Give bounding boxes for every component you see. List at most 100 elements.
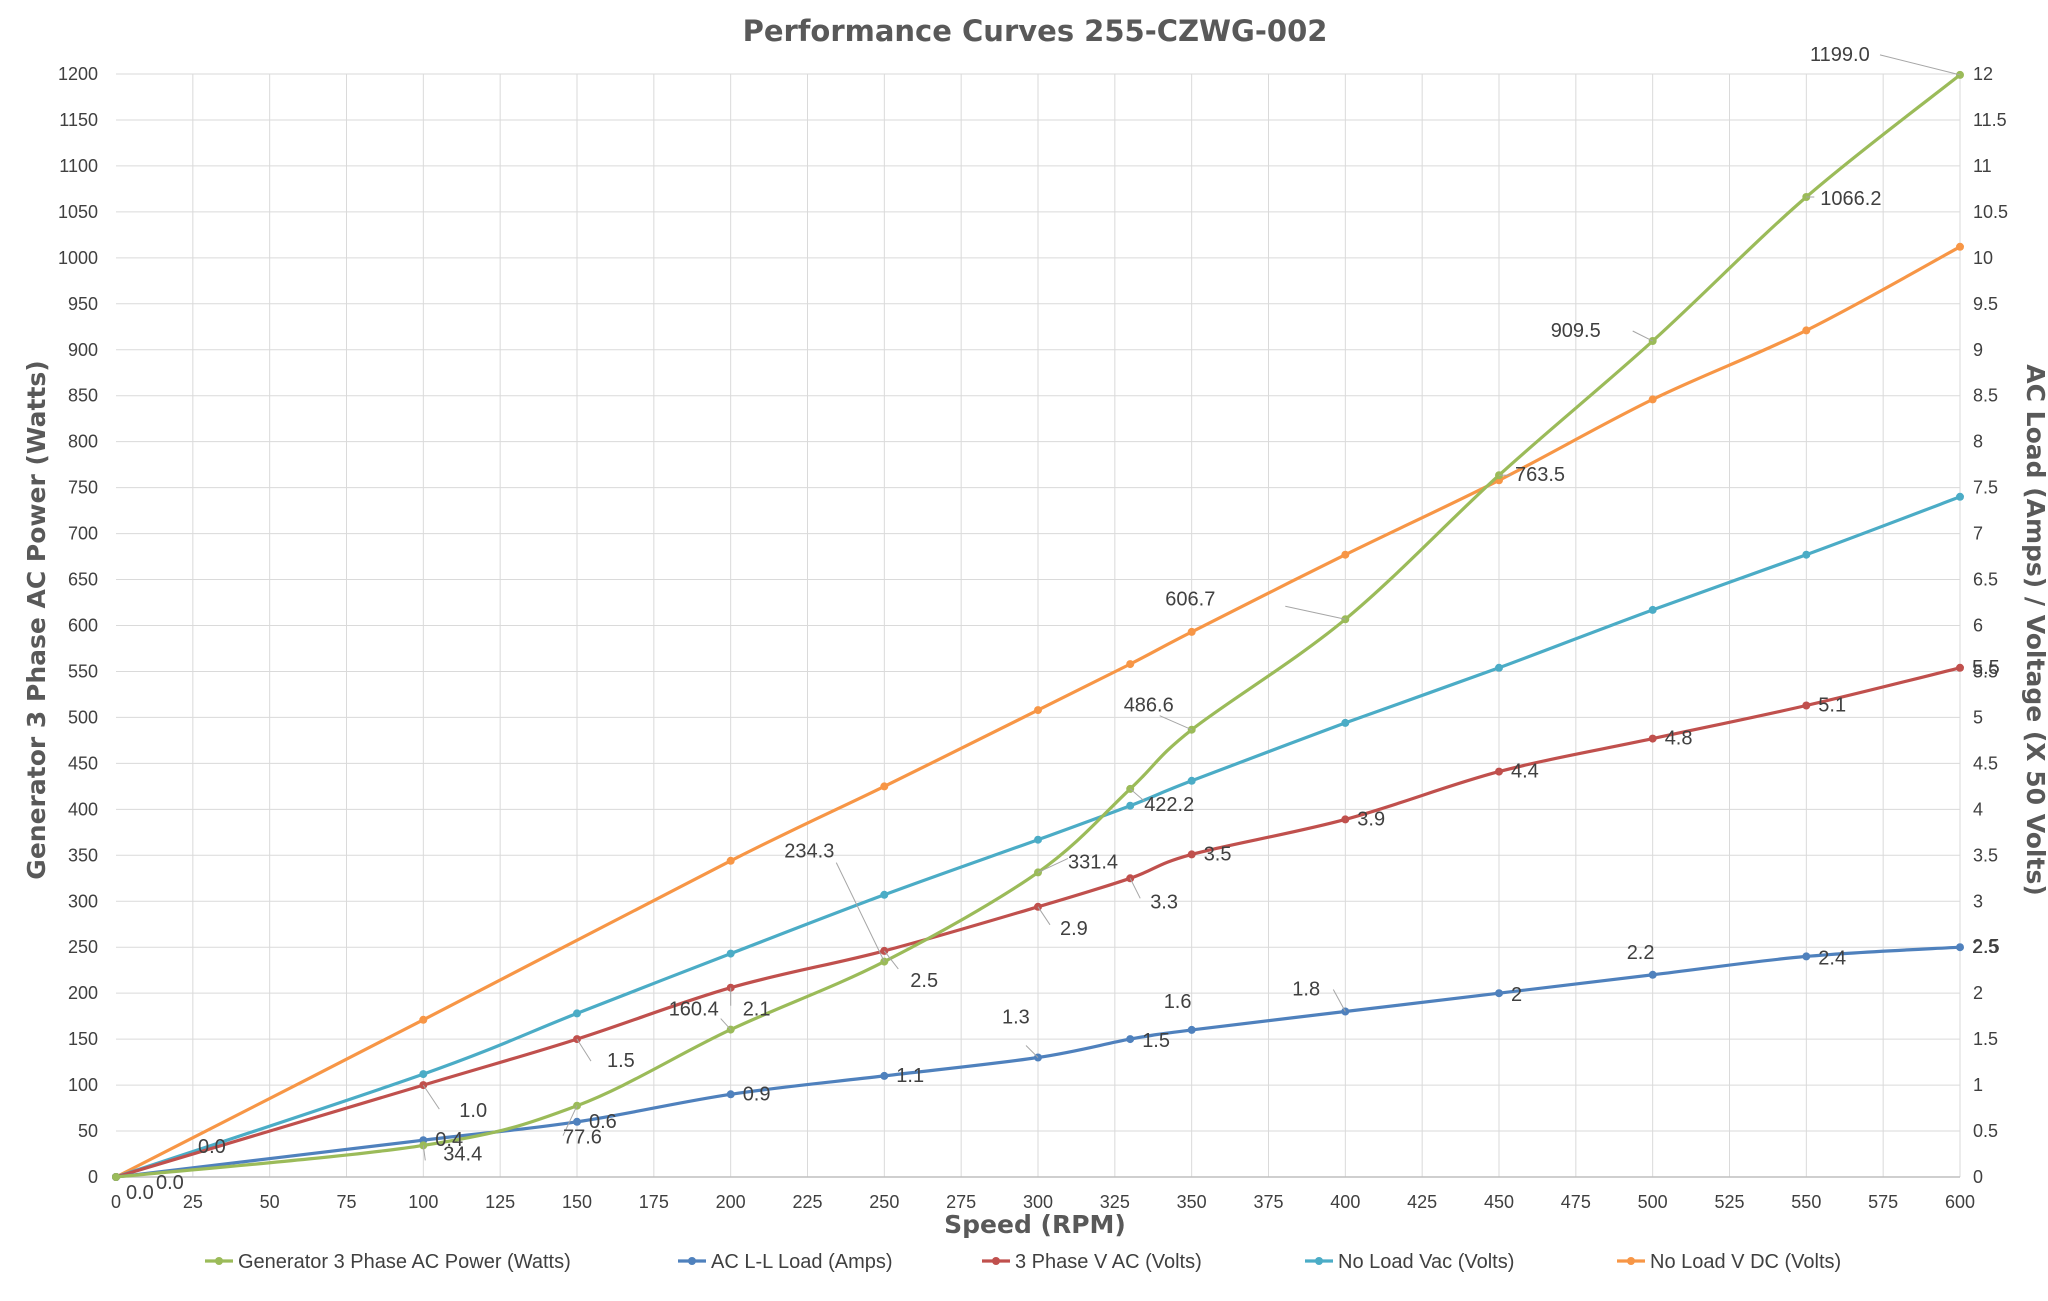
data-point xyxy=(1341,815,1350,824)
y-tick-label: 150 xyxy=(68,1029,98,1049)
y2-axis-title: AC Load (Amps) / Voltage (X 50 Volts) xyxy=(2021,364,2048,896)
y2-tick-label: 1 xyxy=(1973,1075,1983,1095)
y2-tick-label: 2.5 xyxy=(1973,937,1998,957)
y2-tick-label: 4.5 xyxy=(1973,753,1998,773)
data-point xyxy=(1648,605,1657,614)
x-tick-label: 250 xyxy=(869,1192,899,1212)
y2-tick-label: 10.5 xyxy=(1973,202,2008,222)
y2-tick-label: 5.5 xyxy=(1973,661,1998,681)
x-tick-label: 275 xyxy=(946,1192,976,1212)
label-leader-line xyxy=(1332,989,1346,1012)
x-axis-title: Speed (RPM) xyxy=(944,1210,1126,1239)
x-tick-label: 575 xyxy=(1868,1192,1898,1212)
legend-label: Generator 3 Phase AC Power (Watts) xyxy=(238,1251,571,1273)
legend-item: 3 Phase V AC (Volts) xyxy=(982,1251,1202,1273)
x-tick-label: 125 xyxy=(485,1192,515,1212)
data-label: 3.3 xyxy=(1150,891,1178,913)
x-tick-label: 375 xyxy=(1253,1192,1283,1212)
y2-tick-label: 8.5 xyxy=(1973,386,1998,406)
label-leader-line xyxy=(835,862,885,962)
legend-item: No Load V DC (Volts) xyxy=(1617,1251,1841,1273)
data-point xyxy=(1802,550,1811,559)
label-leader-line xyxy=(883,950,899,970)
label-leader-line xyxy=(562,1105,578,1136)
data-label: 0.6 xyxy=(589,1111,617,1133)
y-tick-label: 400 xyxy=(68,799,98,819)
y-tick-label: 1150 xyxy=(59,110,98,130)
x-tick-label: 175 xyxy=(639,1192,669,1212)
label-leader-line xyxy=(1632,330,1653,342)
y2-tick-label: 10 xyxy=(1973,248,1993,268)
y-tick-label: 1000 xyxy=(58,248,98,268)
legend-label: AC L-L Load (Amps) xyxy=(711,1251,893,1273)
data-label: 1.5 xyxy=(1142,1030,1170,1052)
y2-tick-label: 8 xyxy=(1973,432,1983,452)
y-tick-label: 600 xyxy=(68,616,98,636)
x-tick-label: 150 xyxy=(562,1192,592,1212)
x-tick-label: 0 xyxy=(111,1192,121,1212)
data-label: 909.5 xyxy=(1551,320,1601,342)
data-label: 1.6 xyxy=(1164,991,1192,1013)
y2-tick-label: 0.5 xyxy=(1973,1121,1998,1141)
data-point xyxy=(1802,701,1811,710)
data-point xyxy=(1648,395,1657,404)
data-label: 160.4 xyxy=(669,999,719,1021)
y-tick-label: 1050 xyxy=(58,202,98,222)
legend-label: 3 Phase V AC (Volts) xyxy=(1015,1251,1202,1273)
x-tick-label: 225 xyxy=(792,1192,822,1212)
y2-tick-label: 3.5 xyxy=(1973,845,1998,865)
legend-item: No Load Vac (Volts) xyxy=(1305,1251,1514,1273)
legend-swatch-marker xyxy=(1627,1257,1635,1265)
y-tick-label: 950 xyxy=(68,294,98,314)
data-label: 0.0 xyxy=(156,1172,184,1194)
x-tick-label: 300 xyxy=(1023,1192,1053,1212)
data-point xyxy=(1187,850,1196,859)
data-point xyxy=(1802,326,1811,335)
y2-tick-label: 6 xyxy=(1973,616,1983,636)
x-tick-label: 525 xyxy=(1714,1192,1744,1212)
y-tick-label: 50 xyxy=(78,1121,98,1141)
y2-tick-label: 3 xyxy=(1973,891,1983,911)
data-label: 5.5 xyxy=(1972,657,2000,679)
y2-tick-label: 5 xyxy=(1973,707,1983,727)
data-label: 0.9 xyxy=(743,1083,771,1105)
y-tick-label: 1200 xyxy=(58,64,98,84)
y2-tick-label: 7 xyxy=(1973,524,1983,544)
y2-tick-label: 12 xyxy=(1973,64,1993,84)
data-label: 486.6 xyxy=(1124,695,1174,717)
y-tick-label: 750 xyxy=(68,478,98,498)
x-tick-label: 350 xyxy=(1177,1192,1207,1212)
y2-tick-label: 9 xyxy=(1973,340,1983,360)
data-point xyxy=(726,1090,735,1099)
data-label: 0.0 xyxy=(198,1136,226,1158)
data-label: 0.4 xyxy=(435,1129,463,1151)
x-tick-label: 550 xyxy=(1791,1192,1821,1212)
y2-tick-label: 4 xyxy=(1973,799,1983,819)
chart-title: Performance Curves 255-CZWG-002 xyxy=(743,14,1328,48)
data-label: 4.8 xyxy=(1665,728,1693,750)
data-point xyxy=(1187,776,1196,785)
data-point xyxy=(726,856,735,865)
data-label: 1.5 xyxy=(607,1050,635,1072)
data-label: 2.2 xyxy=(1627,942,1655,964)
data-point xyxy=(1034,706,1042,715)
x-tick-label: 450 xyxy=(1484,1192,1514,1212)
data-point xyxy=(1126,801,1135,810)
data-label: 1199.0 xyxy=(1810,44,1870,66)
data-label: 2.5 xyxy=(910,970,938,992)
x-tick-label: 475 xyxy=(1561,1192,1591,1212)
data-label: 2.4 xyxy=(1818,947,1846,969)
data-label: 3.5 xyxy=(1204,843,1232,865)
y-tick-label: 650 xyxy=(68,570,98,590)
gridlines xyxy=(116,73,1961,1177)
data-label: 5.1 xyxy=(1818,695,1846,717)
x-tick-label: 50 xyxy=(260,1192,280,1212)
legend: Generator 3 Phase AC Power (Watts) AC L-L… xyxy=(205,1251,1841,1273)
y-tick-label: 500 xyxy=(68,707,98,727)
y2-tick-label: 11.5 xyxy=(1973,110,2007,130)
data-label: 34.4 xyxy=(443,1143,482,1165)
label-leader-line xyxy=(1037,857,1069,873)
y-tick-label: 350 xyxy=(68,845,98,865)
